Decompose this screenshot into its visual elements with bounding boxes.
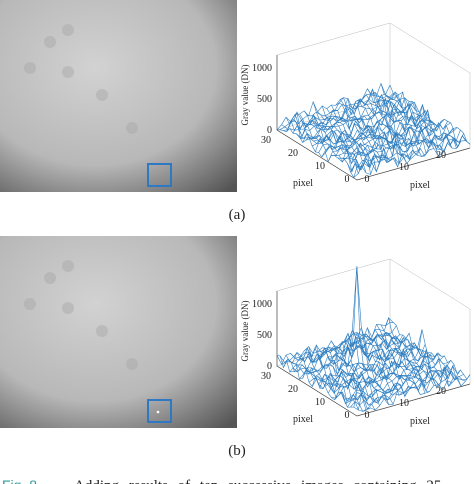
surface-line — [334, 358, 448, 401]
surface-line — [318, 350, 432, 390]
y-tick-label: 10 — [315, 161, 325, 172]
box — [276, 22, 391, 131]
z-tick-label: 0 — [267, 361, 272, 372]
y-tick-label: 20 — [288, 384, 298, 395]
x-tick-label: 10 — [399, 162, 409, 173]
y-tick-label: 30 — [261, 371, 271, 382]
surface-line — [317, 111, 398, 167]
surface-line — [285, 117, 367, 173]
roi-box — [147, 399, 172, 423]
surface-line — [385, 316, 466, 382]
surface-line — [347, 129, 461, 173]
surface-line — [335, 326, 416, 390]
caption-label: Fig. 8. — [2, 477, 41, 484]
spot — [44, 272, 56, 284]
x-axis-label: pixel — [410, 416, 430, 427]
box — [389, 258, 471, 384]
spot — [126, 122, 138, 134]
box — [389, 22, 471, 148]
surface-line — [347, 364, 461, 408]
surface-line — [337, 122, 451, 165]
surface-line — [389, 322, 471, 380]
surface-line — [299, 113, 380, 173]
surface-line — [281, 358, 362, 411]
surface-line — [385, 91, 466, 143]
surface-line — [380, 83, 462, 148]
z-tick-label: 1000 — [252, 299, 272, 310]
z-tick-label: 0 — [267, 125, 272, 136]
spot — [62, 260, 74, 272]
panel-label: (a) — [229, 207, 246, 223]
image — [0, 236, 237, 428]
surface-line — [356, 374, 471, 411]
spot — [24, 62, 36, 74]
panel-label: (b) — [228, 443, 246, 459]
surface-line — [302, 266, 416, 379]
caption-text: Adding results of ten successive images … — [74, 478, 441, 484]
surface-line — [353, 366, 467, 412]
surface-line — [302, 103, 416, 143]
y-tick-label: 20 — [288, 148, 298, 159]
surface-line — [350, 133, 464, 173]
surface-line — [292, 100, 407, 138]
y-tick-label: 0 — [345, 174, 350, 185]
surface-line — [321, 348, 435, 390]
spot — [62, 24, 74, 36]
y-tick-label: 30 — [261, 135, 271, 146]
z-tick-label: 500 — [257, 330, 272, 341]
surface-line — [315, 348, 429, 389]
surface-line — [350, 371, 464, 408]
surface-line — [371, 329, 453, 387]
spot — [62, 66, 74, 78]
x-tick-label: 20 — [436, 386, 446, 397]
y-axis-label: pixel — [293, 414, 313, 425]
axis — [276, 291, 471, 417]
y-tick-label: 0 — [345, 410, 350, 421]
z-axis-label: Gray value (DN) — [240, 65, 250, 126]
x-tick-label: 20 — [436, 150, 446, 161]
surface-line — [305, 336, 420, 377]
x-tick-label: 10 — [399, 398, 409, 409]
surface-line — [389, 84, 471, 145]
x-tick-label: 0 — [365, 174, 370, 185]
spot — [96, 89, 108, 101]
z-tick-label: 1000 — [252, 63, 272, 74]
surface-line — [380, 324, 462, 387]
surface-line — [340, 364, 455, 405]
x-axis-label: pixel — [410, 180, 430, 191]
surface-line — [295, 97, 410, 140]
surface-line — [356, 140, 471, 175]
surface-line — [330, 266, 412, 398]
spot — [62, 302, 74, 314]
z-tick-label: 500 — [257, 94, 272, 105]
image — [0, 0, 237, 192]
y-tick-label: 10 — [315, 397, 325, 408]
surface-line — [376, 324, 457, 379]
axis — [276, 55, 471, 181]
spot — [24, 298, 36, 310]
spot — [44, 36, 56, 48]
surface-line — [353, 135, 468, 178]
roi-box — [147, 163, 172, 187]
surface-line — [317, 351, 398, 396]
z-axis-label: Gray value (DN) — [240, 301, 250, 362]
surface-line — [276, 322, 391, 365]
star — [156, 410, 160, 414]
y-axis-label: pixel — [293, 178, 313, 189]
spot — [126, 358, 138, 370]
surface-line — [371, 91, 453, 149]
surface-line — [324, 120, 439, 152]
spot — [96, 325, 108, 337]
surface-line — [283, 95, 397, 131]
x-tick-label: 0 — [365, 410, 370, 421]
surface-line — [367, 327, 448, 384]
